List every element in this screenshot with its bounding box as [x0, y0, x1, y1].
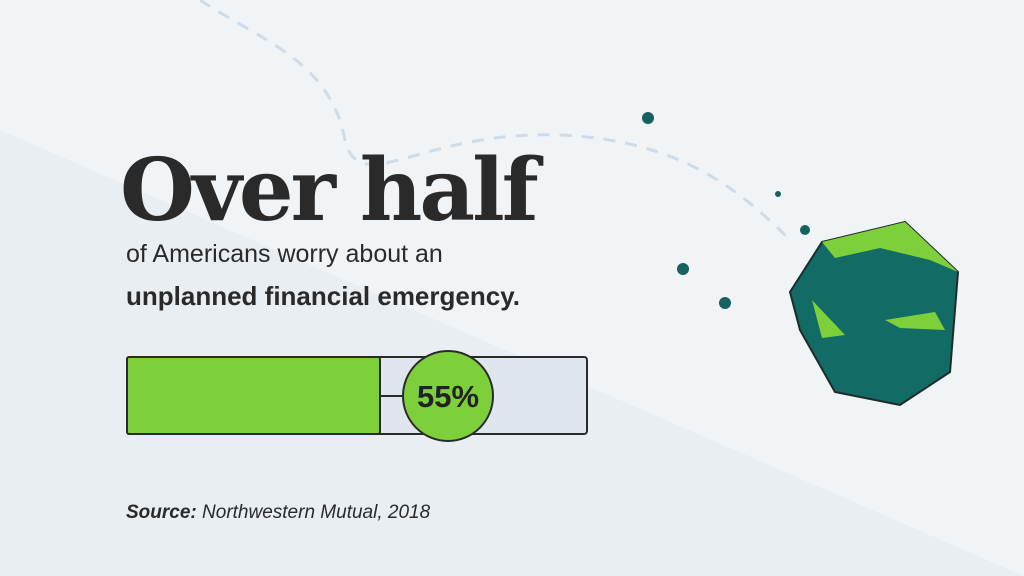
progress-fill	[126, 356, 381, 435]
headline: Over half	[120, 140, 544, 241]
dot	[800, 225, 810, 235]
emphasis: unplanned financial emergency.	[126, 281, 520, 311]
planet	[788, 220, 960, 407]
dot	[775, 191, 781, 197]
dot	[642, 112, 654, 124]
stat-badge	[402, 350, 494, 442]
stat-label: 55%	[417, 379, 479, 414]
source-label: Source:	[126, 502, 197, 523]
dot	[719, 297, 731, 309]
source: Source: Northwestern Mutual, 2018	[126, 502, 431, 523]
dot	[677, 263, 689, 275]
source-text: Northwestern Mutual, 2018	[202, 502, 431, 523]
subline: of Americans worry about an	[126, 240, 443, 268]
dashed-path	[199, 0, 792, 242]
